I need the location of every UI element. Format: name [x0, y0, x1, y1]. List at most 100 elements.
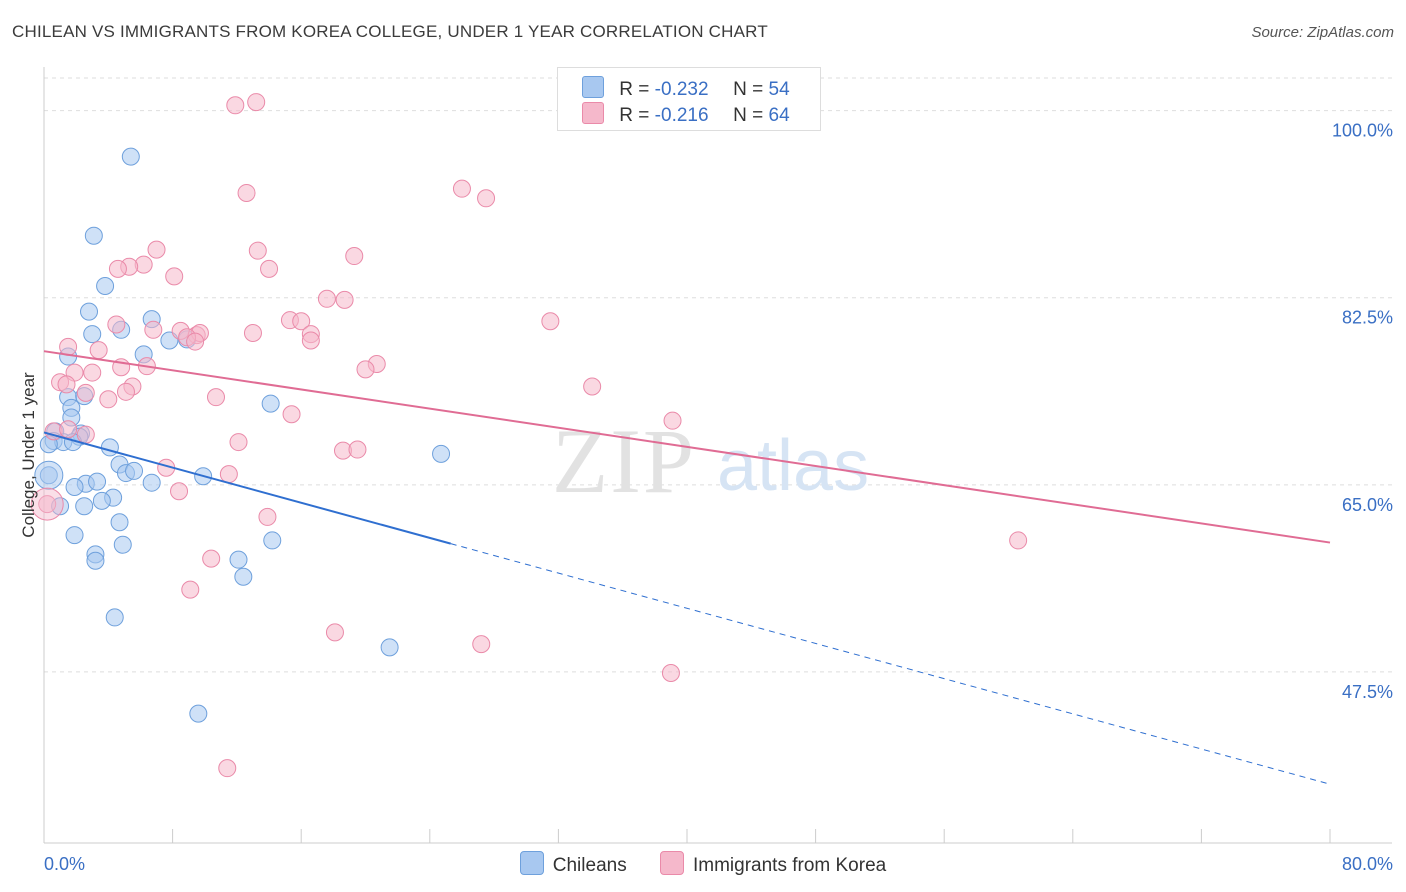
data-point [84, 226, 103, 245]
legend-r-label: R = [619, 105, 650, 126]
data-point [229, 433, 248, 452]
legend-swatch-korea [582, 102, 604, 124]
y-tick-label: 47.5% [1342, 682, 1393, 702]
data-point [108, 259, 127, 278]
data-point [80, 302, 99, 321]
data-point [107, 315, 126, 334]
data-point [472, 635, 491, 654]
y-tick-label: 100.0% [1332, 121, 1393, 141]
data-point [105, 608, 124, 627]
data-point [1009, 531, 1028, 550]
data-point [125, 461, 144, 480]
data-point [301, 331, 320, 350]
y-tick-label: 82.5% [1342, 308, 1393, 328]
data-point [121, 147, 140, 166]
data-point [263, 531, 282, 550]
data-point [261, 394, 280, 413]
legend-n-label: N = [733, 79, 764, 100]
legend-item-chileans: Chileans [519, 851, 627, 877]
correlation-legend: R = -0.232 N = 54 R = -0.216 N = 64 [557, 67, 821, 131]
legend-swatch-korea [659, 851, 684, 875]
data-point [325, 623, 344, 642]
data-point [541, 312, 560, 331]
axes [43, 67, 1392, 844]
x-tick-label: 80.0% [1342, 854, 1393, 874]
data-point [477, 189, 496, 208]
legend-r-value: -0.216 [654, 105, 709, 126]
data-point [142, 473, 161, 492]
data-point [65, 477, 84, 496]
x-tick-label: 0.0% [44, 854, 85, 874]
legend-n-value: 64 [768, 105, 790, 126]
legend-swatch-chileans [582, 76, 604, 98]
data-point [59, 337, 78, 356]
y-axis-label: College, Under 1 year [19, 372, 38, 538]
data-point [663, 411, 682, 430]
data-point [89, 341, 108, 360]
data-point [226, 96, 245, 115]
data-point [99, 390, 118, 409]
data-point [76, 383, 95, 402]
data-point [248, 241, 267, 260]
data-point [181, 580, 200, 599]
data-point [57, 375, 76, 394]
y-tick-label: 65.0% [1342, 495, 1393, 515]
data-point [207, 388, 226, 407]
data-point [452, 179, 471, 198]
legend-n-label: N = [733, 105, 764, 126]
data-point [243, 324, 262, 343]
data-point [661, 664, 680, 683]
data-point [116, 382, 135, 401]
trendline-chileans-extrapolated [450, 543, 1331, 785]
data-point [237, 183, 256, 202]
data-point [86, 551, 105, 570]
data-point [110, 513, 129, 532]
data-point [432, 444, 451, 463]
series-legend: Chileans Immigrants from Korea [0, 851, 1406, 877]
data-point [113, 535, 132, 554]
data-point [219, 465, 238, 484]
data-point [147, 240, 166, 259]
data-point [348, 440, 367, 459]
trend-lines [43, 350, 1331, 785]
data-point [65, 526, 84, 545]
data-point [34, 460, 64, 490]
legend-label-chileans: Chileans [552, 855, 627, 876]
data-point [83, 363, 102, 382]
data-point [229, 550, 248, 569]
data-point [260, 259, 279, 278]
watermark-atlas: atlas [717, 426, 869, 506]
data-point [317, 289, 336, 308]
data-point [144, 320, 163, 339]
data-point [258, 507, 277, 526]
data-point [92, 491, 111, 510]
data-point [189, 704, 208, 723]
data-point [345, 247, 364, 266]
legend-item-korea: Immigrants from Korea [659, 851, 887, 877]
data-point [75, 497, 94, 516]
legend-r-label: R = [619, 79, 650, 100]
data-point [30, 487, 64, 521]
data-point [96, 276, 115, 295]
data-point [83, 325, 102, 344]
data-point [583, 377, 602, 396]
data-point [170, 482, 189, 501]
source-label: Source: ZipAtlas.com [1251, 24, 1394, 41]
data-point [247, 93, 266, 112]
data-point [356, 360, 375, 379]
legend-n-value: 54 [768, 79, 790, 100]
data-point [218, 759, 237, 778]
legend-row-korea: R = -0.216 N = 64 [582, 102, 790, 128]
data-point [38, 495, 57, 514]
data-point [165, 267, 184, 286]
data-point [59, 420, 78, 439]
legend-label-korea: Immigrants from Korea [692, 855, 887, 876]
data-point [100, 438, 119, 457]
data-point [292, 312, 311, 331]
trendline-chileans [43, 431, 451, 545]
series-immigrants-from-korea [30, 93, 1028, 778]
data-point [76, 425, 95, 444]
legend-row-chileans: R = -0.232 N = 54 [582, 76, 790, 102]
x-tick-labels: 0.0% 80.0% [44, 854, 1393, 874]
